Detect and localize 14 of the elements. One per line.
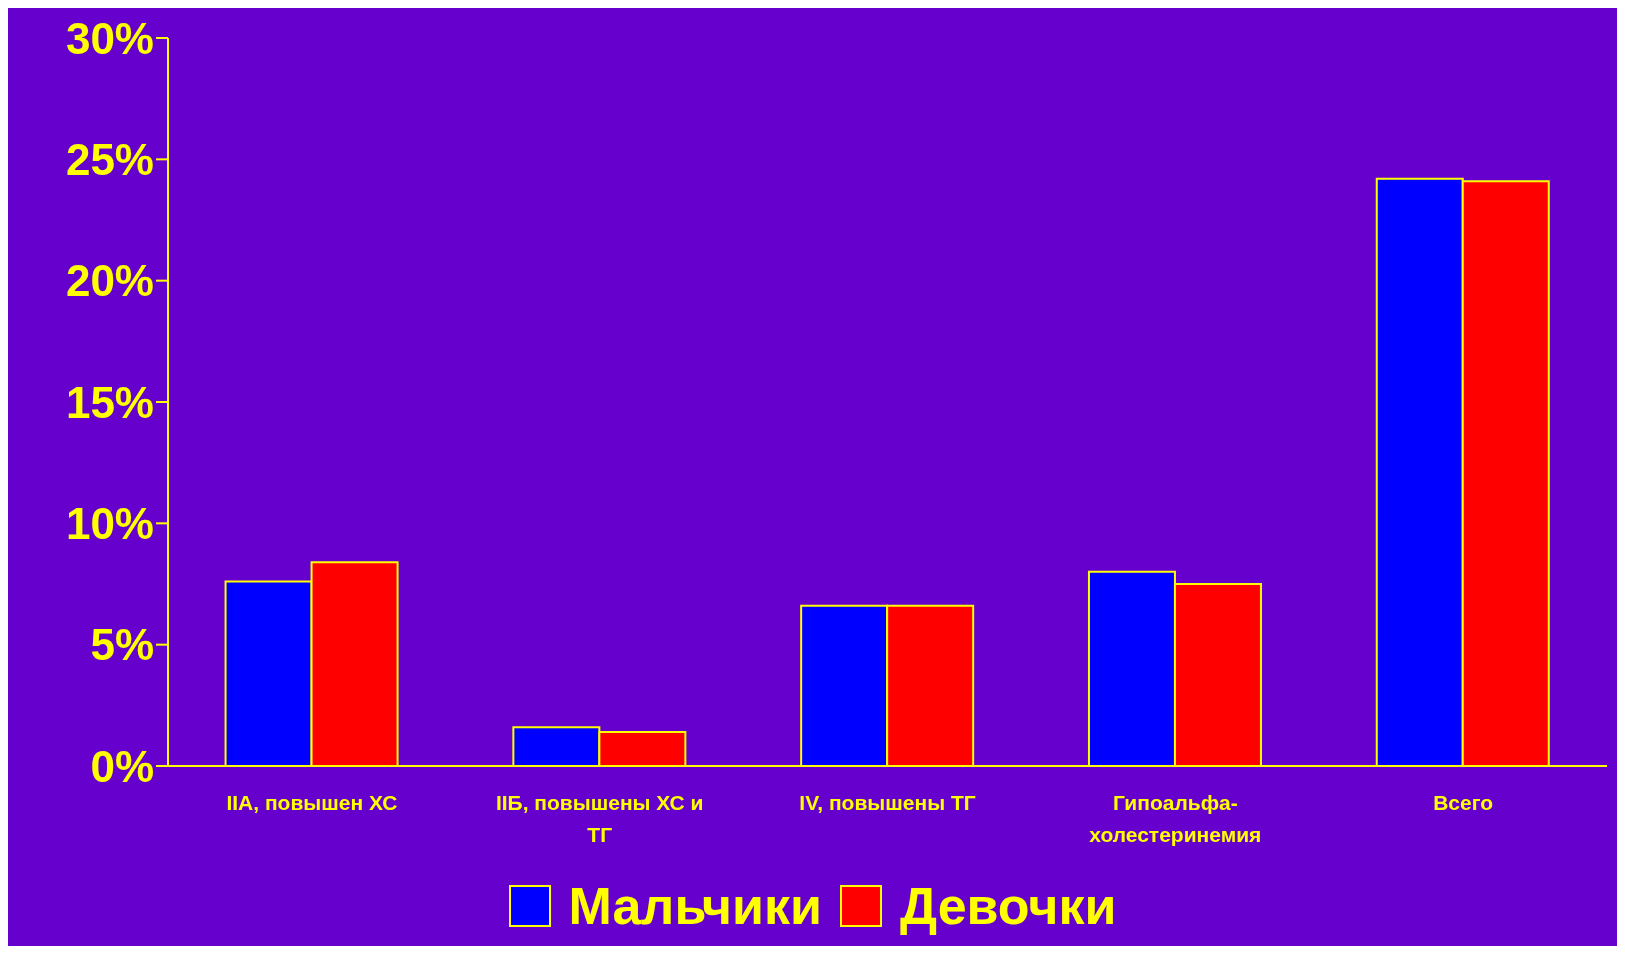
y-tick-label: 30% — [65, 13, 154, 63]
y-tick-label: 0% — [90, 741, 154, 791]
y-tick-label: 20% — [65, 256, 154, 306]
x-tick-label: Гипоальфа-холестеринемия — [1089, 791, 1262, 846]
x-tick-label: IIБ, повышены ХС и ТГ — [495, 791, 704, 846]
y-tick-label: 25% — [65, 134, 154, 184]
y-tick-label: 15% — [65, 377, 154, 427]
legend-label: Мальчики — [568, 876, 822, 936]
x-tick-label: Всего — [1433, 791, 1494, 814]
y-tick-label: 10% — [65, 498, 154, 548]
x-tick-label: IIA, повышен ХС — [226, 791, 398, 814]
x-tick-label: IV, повышены ТГ — [799, 791, 976, 814]
legend-label: Девочки — [899, 876, 1117, 936]
y-tick-label: 5% — [90, 620, 154, 670]
